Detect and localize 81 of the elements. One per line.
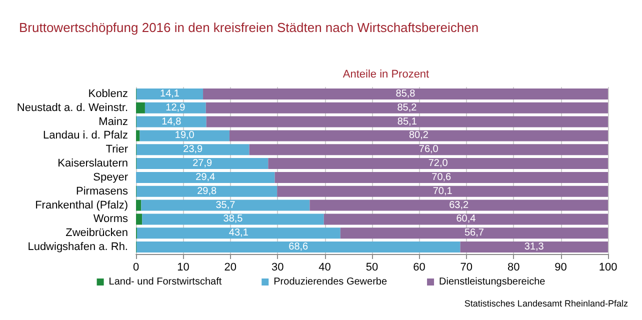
data-label: 60,4 [456,214,476,225]
bar [136,130,140,142]
data-label: 63,2 [449,200,470,211]
x-tick-label: 60 [413,262,426,274]
bar [206,102,608,114]
x-tick-label: 80 [507,262,520,274]
x-tick-label: 30 [271,262,284,274]
data-label: 56,7 [464,228,484,239]
data-label: 68,6 [288,242,309,253]
chart-title: Bruttowertschöpfung 2016 in den kreisfreien Städten nach Wirtschaftsbereichen [19,20,479,35]
y-tick-label: Mainz [98,116,128,128]
data-label: 31,3 [524,242,544,253]
bar [136,242,460,253]
y-tick-label: Pirmasens [76,185,128,198]
data-label: 85,1 [397,116,418,128]
bar [144,102,206,114]
y-tick-label: Zweibrücken [66,227,128,240]
y-tick-label: Speyer [93,171,128,184]
data-label: 76,0 [418,144,439,156]
bar [136,158,268,170]
bar [277,186,608,197]
bar [136,172,275,183]
bar [229,130,608,142]
x-tick-label: 100 [598,262,618,274]
data-label: 14,1 [160,88,180,100]
bar [274,172,608,183]
text: Statistisches Landesamt Rheinland-Pfalz [464,298,628,308]
data-label: 85,2 [397,102,418,114]
x-tick-label: 70 [460,262,473,274]
bar [136,228,340,239]
data-label: 38,5 [223,214,244,225]
bar [206,116,608,128]
data-label: 35,7 [216,200,236,211]
data-label: 19,0 [174,130,195,142]
data-label: 70,1 [432,186,453,197]
bar [268,158,608,170]
data-label: 27,9 [192,158,212,170]
x-tick-label: 90 [554,262,567,274]
y-tick-label: Ludwigshafen a. Rh. [28,241,128,254]
x-tick-label: 0 [132,262,140,274]
data-label: 85,8 [396,88,416,100]
y-tick-label: Kaiserslautern [58,158,128,170]
data-label: 12,9 [166,102,186,114]
y-tick-label: Koblenz [88,88,128,100]
data-label: 23,9 [183,144,204,156]
x-tick-label: 20 [224,262,237,274]
chart-subtitle: Anteile in Prozent [342,68,430,80]
bar [460,242,608,253]
data-label: 72,0 [428,158,448,170]
bar [136,116,206,128]
data-label: 29,8 [197,186,217,197]
bar [310,200,608,211]
data-label: 43,1 [228,228,249,239]
y-tick-label: Worms [93,213,128,226]
x-tick-label: 10 [177,262,190,274]
legend-label: Produzierendes Gewerbe [274,276,388,288]
bar [136,200,142,211]
bar [142,214,324,225]
data-label: 80,2 [408,130,429,142]
y-tick-label: Landau i. d. Pfalz [42,130,128,142]
data-label: 14,8 [162,116,182,128]
bar [140,130,230,142]
legend-label: Dienstleistungsbereiche [439,276,546,288]
bar [136,102,145,114]
y-tick-label: Neustadt a. d. Weinstr. [16,102,128,114]
bar [203,88,608,100]
y-tick-label: Frankenthal (Pfalz) [35,199,128,212]
y-tick-label: Trier [106,144,128,156]
bar [141,200,310,211]
data-label: 70,6 [432,172,452,183]
bar [249,144,608,156]
bar [340,228,608,239]
bar [324,214,608,225]
bar [136,144,250,156]
x-tick-label: 40 [318,262,331,274]
bar [136,88,204,100]
bar [136,214,142,225]
data-label: 29,4 [196,172,216,183]
legend-label: Land- und Forstwirtschaft [108,276,222,288]
x-tick-label: 50 [366,262,378,274]
bar [136,186,278,197]
